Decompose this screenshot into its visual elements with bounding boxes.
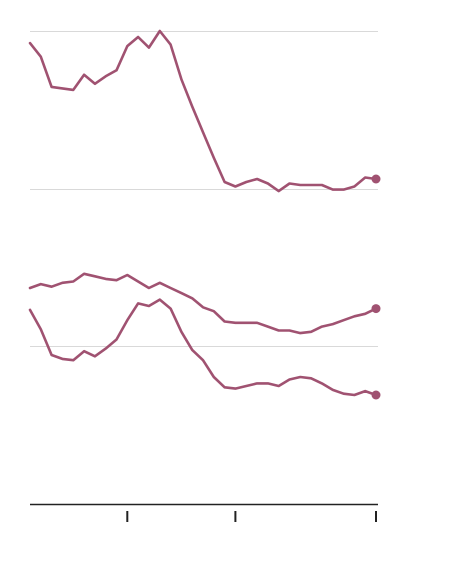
series-end-point-3 xyxy=(371,390,381,400)
series-line-1 xyxy=(28,29,378,193)
series-line-3 xyxy=(28,298,378,397)
x-axis xyxy=(30,503,378,522)
series-lines xyxy=(28,29,381,400)
series-line-2 xyxy=(28,272,378,335)
gridlines xyxy=(30,31,378,347)
series-end-point-1 xyxy=(371,174,381,184)
x-axis-ticks xyxy=(126,511,377,522)
series-end-point-2 xyxy=(371,304,381,314)
